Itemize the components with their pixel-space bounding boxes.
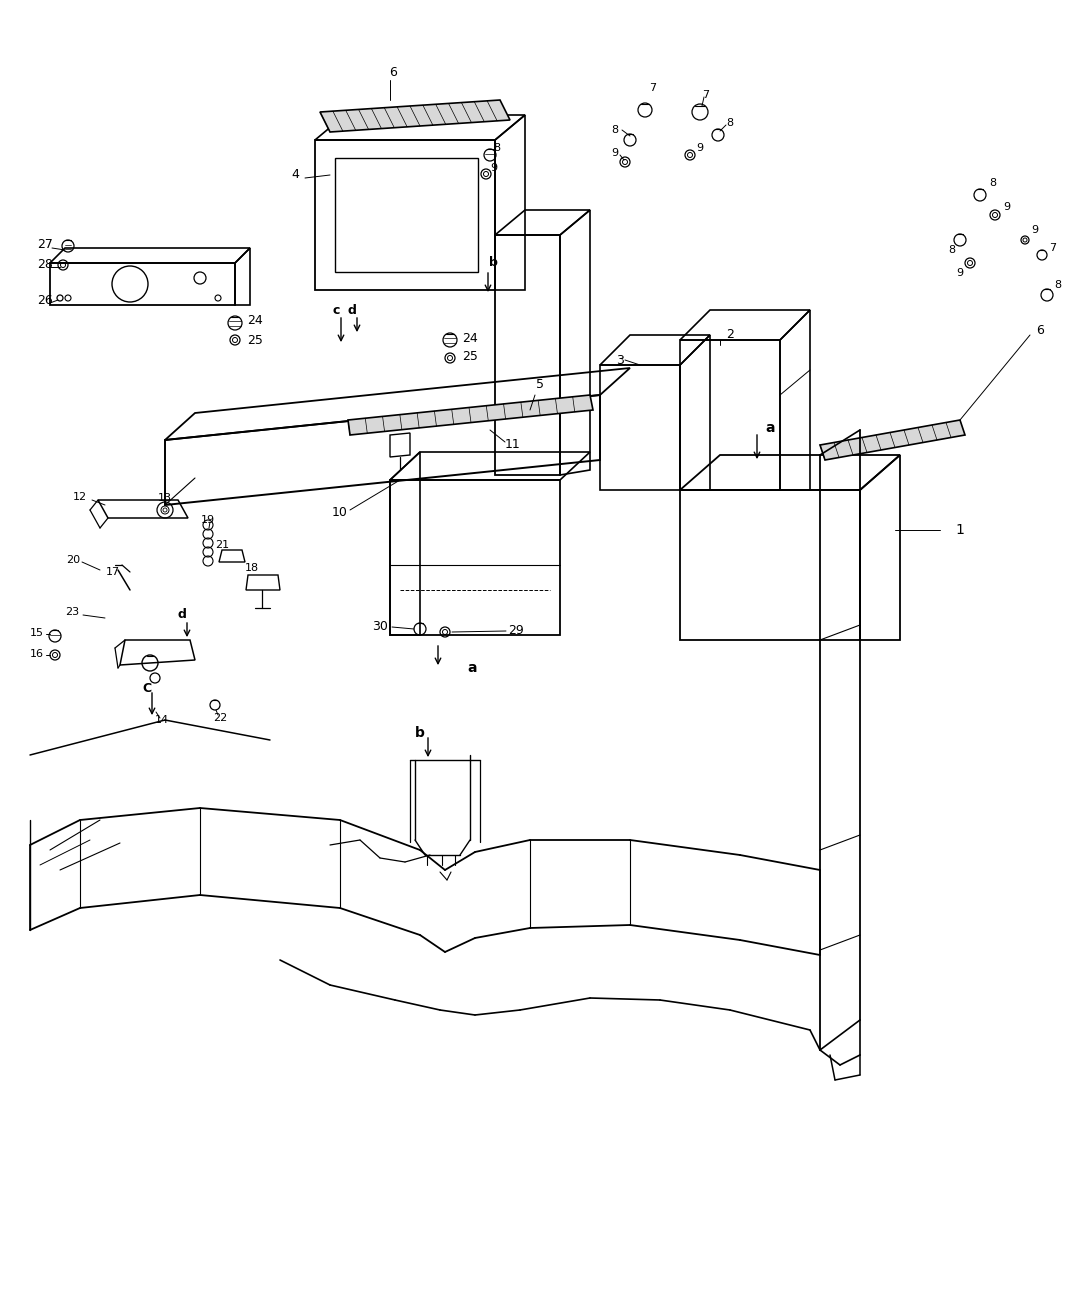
Text: 29: 29	[508, 625, 524, 638]
Text: 14: 14	[155, 716, 169, 725]
Text: 30: 30	[372, 621, 388, 634]
Text: 9: 9	[1004, 202, 1010, 212]
Text: 15: 15	[31, 628, 44, 638]
Text: b: b	[488, 255, 497, 268]
Text: 9: 9	[1031, 225, 1039, 236]
Text: 8: 8	[726, 118, 734, 128]
Text: 26: 26	[37, 294, 52, 307]
Text: 1: 1	[956, 523, 965, 537]
Text: 8: 8	[1054, 280, 1062, 290]
Text: 6: 6	[389, 66, 397, 79]
Text: a: a	[468, 661, 476, 675]
Text: 4: 4	[291, 168, 299, 181]
Text: 25: 25	[247, 334, 263, 347]
Text: 2: 2	[726, 329, 734, 342]
Text: C: C	[143, 682, 152, 695]
Text: 27: 27	[37, 238, 53, 251]
Text: 8: 8	[611, 126, 618, 135]
Text: 17: 17	[106, 567, 120, 577]
Text: 23: 23	[65, 607, 80, 617]
Text: b: b	[415, 726, 425, 740]
Text: 5: 5	[536, 379, 544, 392]
Text: 9: 9	[697, 144, 703, 153]
Text: 7: 7	[650, 83, 656, 93]
Text: 6: 6	[1037, 324, 1044, 336]
Text: 19: 19	[201, 515, 215, 525]
Text: d: d	[178, 607, 186, 621]
Text: 24: 24	[247, 314, 263, 327]
Text: 9: 9	[490, 163, 497, 173]
Text: 28: 28	[37, 259, 53, 272]
Text: 9: 9	[956, 268, 964, 278]
Text: 18: 18	[245, 563, 259, 573]
Text: 8: 8	[948, 245, 956, 255]
Polygon shape	[820, 421, 965, 459]
Text: 16: 16	[31, 650, 44, 659]
Text: 20: 20	[65, 555, 80, 565]
Text: c: c	[332, 304, 340, 317]
Text: d: d	[348, 304, 356, 317]
Text: 24: 24	[462, 331, 477, 344]
Text: 22: 22	[213, 713, 227, 723]
Text: 25: 25	[462, 351, 477, 364]
Text: 12: 12	[73, 492, 87, 502]
Text: 7: 7	[702, 91, 710, 100]
Text: a: a	[765, 421, 775, 435]
Text: 7: 7	[1050, 243, 1056, 254]
Text: 13: 13	[158, 493, 172, 503]
Polygon shape	[348, 395, 593, 435]
Text: 3: 3	[616, 353, 623, 366]
Text: 9: 9	[611, 148, 618, 158]
Text: 11: 11	[505, 439, 521, 452]
Polygon shape	[320, 100, 510, 132]
Text: 10: 10	[332, 506, 348, 519]
Text: 8: 8	[990, 179, 996, 188]
Text: 21: 21	[215, 540, 229, 550]
Text: 8: 8	[494, 144, 500, 153]
